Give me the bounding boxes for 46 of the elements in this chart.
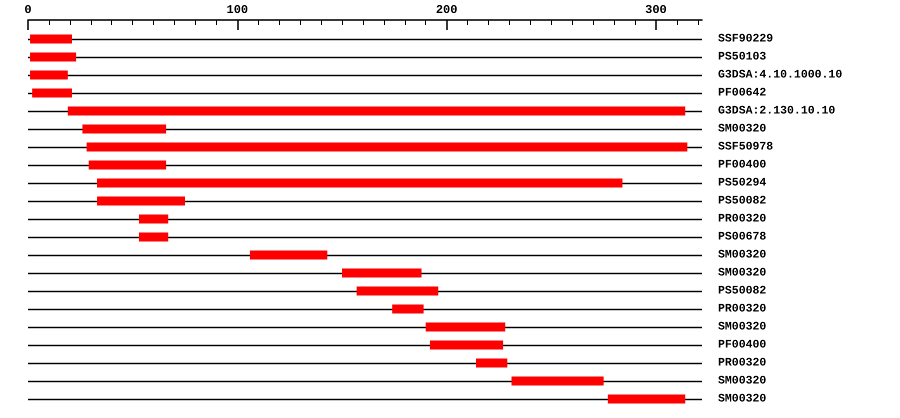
y-tick-label: G3DSA:4.10.1000.10: [718, 68, 842, 82]
bar: [356, 286, 438, 296]
y-tick-label: PS50082: [718, 194, 766, 208]
x-tick-label: 200: [436, 3, 458, 17]
bar: [30, 34, 72, 44]
y-tick-label: G3DSA:2.130.10.10: [718, 104, 836, 118]
bar: [97, 196, 185, 206]
x-tick-label: 100: [226, 3, 248, 17]
y-tick-label: PF00642: [718, 86, 766, 100]
bar: [512, 376, 604, 386]
y-tick-label: PR00320: [718, 302, 766, 316]
y-tick-label: SM00320: [718, 320, 766, 334]
y-tick-label: PF00400: [718, 158, 766, 172]
bar: [392, 304, 424, 314]
bar: [86, 142, 688, 152]
bar: [68, 106, 686, 116]
x-tick-label: 300: [645, 3, 667, 17]
bar: [426, 322, 506, 332]
bar: [82, 124, 166, 134]
bar: [250, 250, 328, 260]
x-tick-label: 0: [24, 3, 32, 17]
bar: [138, 232, 168, 242]
y-tick-label: PF00400: [718, 338, 766, 352]
bar: [30, 52, 76, 62]
bar: [32, 88, 72, 98]
bar: [608, 394, 686, 404]
bar: [342, 268, 422, 278]
y-tick-label: SM00320: [718, 392, 766, 406]
y-tick-label: SM00320: [718, 248, 766, 262]
y-tick-label: PS50294: [718, 176, 766, 190]
y-tick-label: SM00320: [718, 266, 766, 280]
bar: [138, 214, 168, 224]
bar: [30, 70, 68, 80]
y-tick-label: SSF50978: [718, 140, 774, 154]
bar: [476, 358, 508, 368]
y-tick-label: PR00320: [718, 356, 766, 370]
y-tick-label: PS50082: [718, 284, 766, 298]
y-tick-label: PS00678: [718, 230, 766, 244]
y-tick-label: SM00320: [718, 122, 766, 136]
y-tick-label: PR00320: [718, 212, 766, 226]
y-tick-label: SSF90229: [718, 32, 774, 46]
bar: [88, 160, 166, 170]
bar: [97, 178, 622, 188]
y-tick-label: PS50103: [718, 50, 766, 64]
y-tick-label: SM00320: [718, 374, 766, 388]
bar: [430, 340, 504, 350]
